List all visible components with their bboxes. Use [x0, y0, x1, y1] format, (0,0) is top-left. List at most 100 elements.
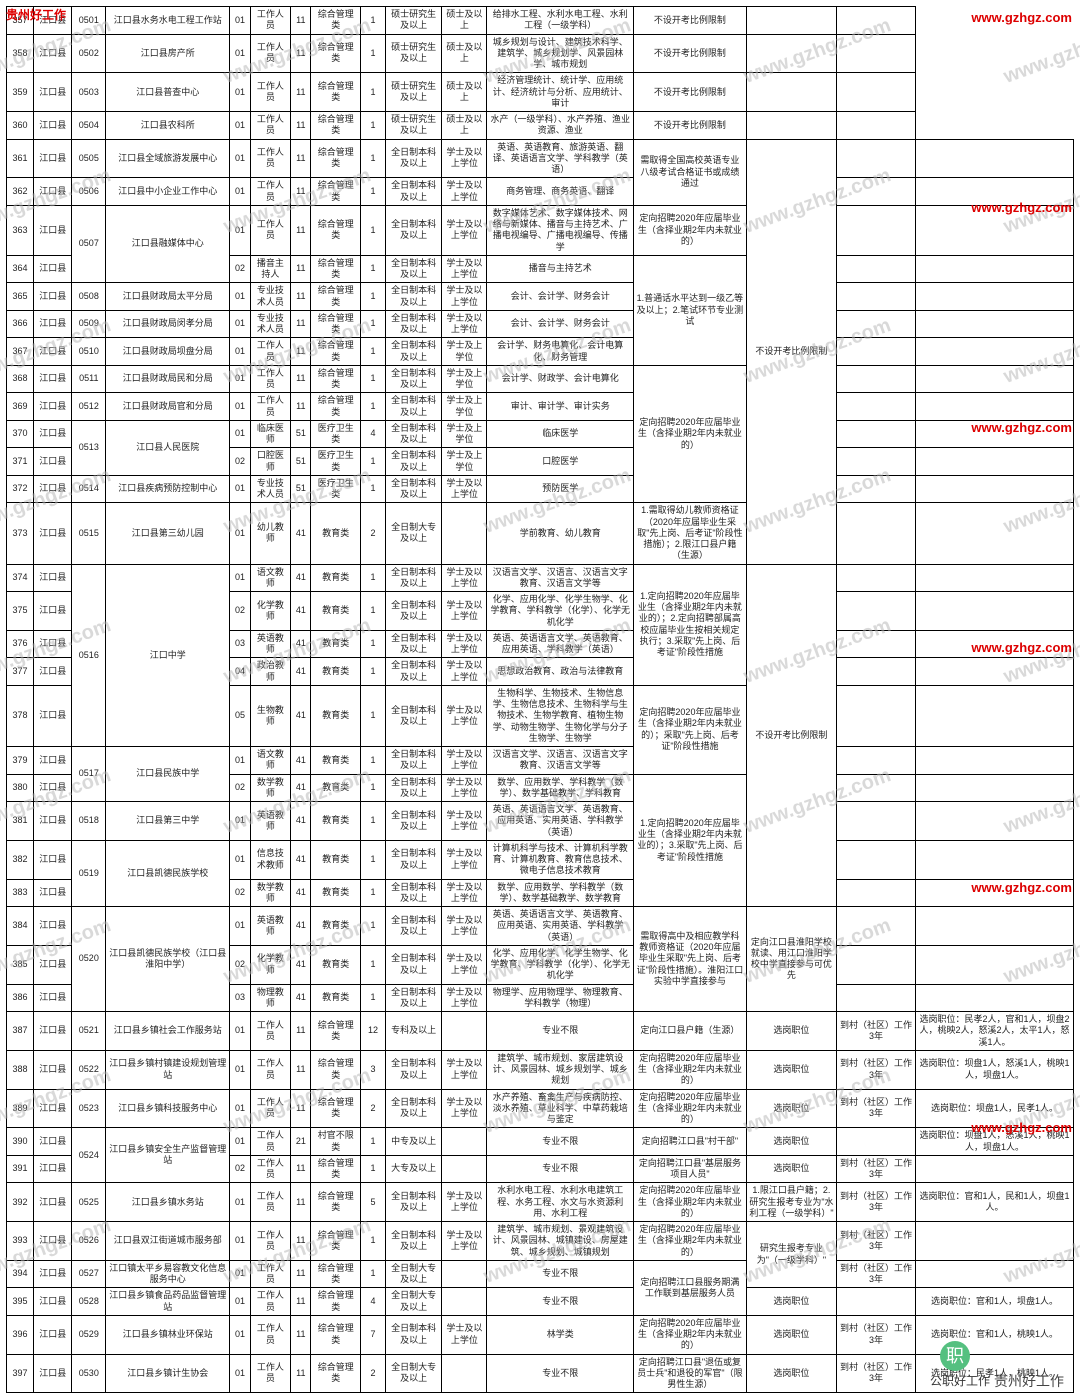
- cell: 51: [291, 448, 311, 476]
- cell: 选岗职位：坝盘1人，怒溪1人，桃映1人，坝盘1人。: [916, 1128, 1074, 1156]
- cell: 12: [361, 1012, 386, 1051]
- table-row: 372江口县0514江口县疾病预防控制中心01专业技术人员51医疗卫生类1全日制…: [7, 475, 1074, 503]
- cell: [837, 774, 916, 802]
- cell: 数学、应用数学、学科教学（数学）、数学基础教学、数学教育: [487, 879, 634, 907]
- cell: 01: [230, 112, 250, 140]
- cell: 工作人员: [250, 1050, 291, 1089]
- cell: 定向招聘2020年应届毕业生（含择业期2年内未就业的）: [634, 1050, 747, 1089]
- cell: 01: [230, 1128, 250, 1156]
- cell: 全日制本科及以上: [385, 1089, 441, 1128]
- cell: 定向招聘2020年应届毕业生（含择业期2年内未就业的）: [634, 1315, 747, 1354]
- cell: 01: [230, 420, 250, 448]
- cell: 41: [291, 879, 311, 907]
- cell: [442, 1012, 487, 1051]
- cell: 到村（社区）工作3年: [837, 1050, 916, 1089]
- cell: 口腔医学: [487, 448, 634, 476]
- cell: 定向招聘江口县"基层服务项目人员": [634, 1155, 747, 1183]
- cell: 372: [7, 475, 34, 503]
- cell: 工作人员: [250, 205, 291, 255]
- cell: 定向招聘2020年应届毕业生（含择业期2年内未就业的）: [634, 1089, 747, 1128]
- cell: 11: [291, 1183, 311, 1222]
- cell: 全日制本科及以上: [385, 907, 441, 946]
- cell: 学士及以上学位: [442, 774, 487, 802]
- cell: 综合管理类: [311, 283, 361, 311]
- cell: 综合管理类: [311, 1183, 361, 1222]
- cell: 江口县: [34, 310, 72, 338]
- cell: 0529: [72, 1315, 106, 1354]
- cell: 选岗职位: [746, 1155, 836, 1183]
- cell: 工作人员: [250, 139, 291, 178]
- cell: [837, 7, 916, 35]
- cell: 江口县: [34, 592, 72, 631]
- table-row: 358江口县0502江口县房产所01工作人员11综合管理类1硕士研究生及以上硕士…: [7, 34, 1074, 73]
- cell: [916, 365, 1074, 393]
- cell: 01: [230, 393, 250, 421]
- cell: 江口县: [34, 255, 72, 283]
- cell: 全日制本科及以上: [385, 205, 441, 255]
- cell: 全日制本科及以上: [385, 592, 441, 631]
- cell: 41: [291, 747, 311, 775]
- cell: 385: [7, 945, 34, 984]
- table-row: 389江口县0523江口县乡镇科技服务中心01工作人员11综合管理类2全日制本科…: [7, 1089, 1074, 1128]
- cell: [837, 747, 916, 775]
- cell: 02: [230, 945, 250, 984]
- cell: 11: [291, 338, 311, 366]
- cell: [916, 255, 1074, 283]
- cell: 361: [7, 139, 34, 178]
- cell: 5: [361, 1183, 386, 1222]
- cell: 359: [7, 73, 34, 112]
- cell: [442, 1128, 487, 1156]
- cell: 不设开考比例限制: [634, 34, 747, 73]
- cell: 01: [230, 907, 250, 946]
- cell: 会计学、财务电算化、会计电算化、财务管理: [487, 338, 634, 366]
- cell: 41: [291, 774, 311, 802]
- cell: 英语、英语语言文学、英语教育、应用英语、学科教学（英语）: [487, 630, 634, 658]
- cell: 11: [291, 7, 311, 35]
- cell: 江口县农科所: [106, 112, 230, 140]
- cell: 综合管理类: [311, 178, 361, 206]
- cell: 专业技术人员: [250, 283, 291, 311]
- cell: 1: [361, 630, 386, 658]
- cell: 江口县财政局官和分局: [106, 393, 230, 421]
- cell: [837, 393, 916, 421]
- cell: 英语教师: [250, 630, 291, 658]
- cell: 学士及以上学位: [442, 984, 487, 1012]
- cell: 376: [7, 630, 34, 658]
- cell: 1.普通话水平达到一级乙等及以上；2.笔试环节专业测试: [634, 255, 747, 365]
- cell: 专业不限: [487, 1354, 634, 1393]
- cell: 硕士及以上: [442, 112, 487, 140]
- cell: [916, 747, 1074, 775]
- cell: 01: [230, 34, 250, 73]
- table-row: 396江口县0529江口县乡镇林业环保站01工作人员11综合管理类7全日制本科及…: [7, 1315, 1074, 1354]
- cell: 江口县乡镇科技服务中心: [106, 1089, 230, 1128]
- cell: 工作人员: [250, 1183, 291, 1222]
- cell: 选岗职位：坝盘1人，怒溪1人，桃映1人，坝盘1人。: [916, 1050, 1074, 1089]
- cell: 江口县人民医院: [106, 420, 230, 475]
- cell: 化学、应用化学、化学生物学、化学教育、学科教学（化学）、化学无机化学: [487, 945, 634, 984]
- cell: 366: [7, 310, 34, 338]
- cell: 建筑学、城市规划、家居建筑设计、风景园林、城乡规划学、城乡规划: [487, 1050, 634, 1089]
- cell: 1.限江口县户籍；2.研究生报考专业为"水利工程（一级学科）": [746, 1183, 836, 1222]
- cell: 01: [230, 475, 250, 503]
- cell: 11: [291, 1222, 311, 1261]
- cell: 定向招聘2020年应届毕业生（含择业期2年内未就业的）: [634, 1183, 747, 1222]
- cell: 林学类: [487, 1315, 634, 1354]
- cell: 11: [291, 205, 311, 255]
- cell: 工作人员: [250, 7, 291, 35]
- footer-sub: 公职好工作: [930, 1372, 990, 1389]
- cell: 综合管理类: [311, 34, 361, 73]
- cell: [837, 1288, 916, 1316]
- cell: 393: [7, 1222, 34, 1261]
- cell: 审计、审计学、审计实务: [487, 393, 634, 421]
- cell: 综合管理类: [311, 73, 361, 112]
- cell: 综合管理类: [311, 255, 361, 283]
- cell: 1: [361, 1222, 386, 1261]
- cell: [916, 802, 1074, 841]
- cell: [916, 283, 1074, 311]
- cell: 0510: [72, 338, 106, 366]
- cell: 江口县乡镇村镇建设规划管理站: [106, 1050, 230, 1089]
- cell: 临床医师: [250, 420, 291, 448]
- cell: [442, 503, 487, 564]
- cell: 专业不限: [487, 1288, 634, 1316]
- cell: 医疗卫生类: [311, 475, 361, 503]
